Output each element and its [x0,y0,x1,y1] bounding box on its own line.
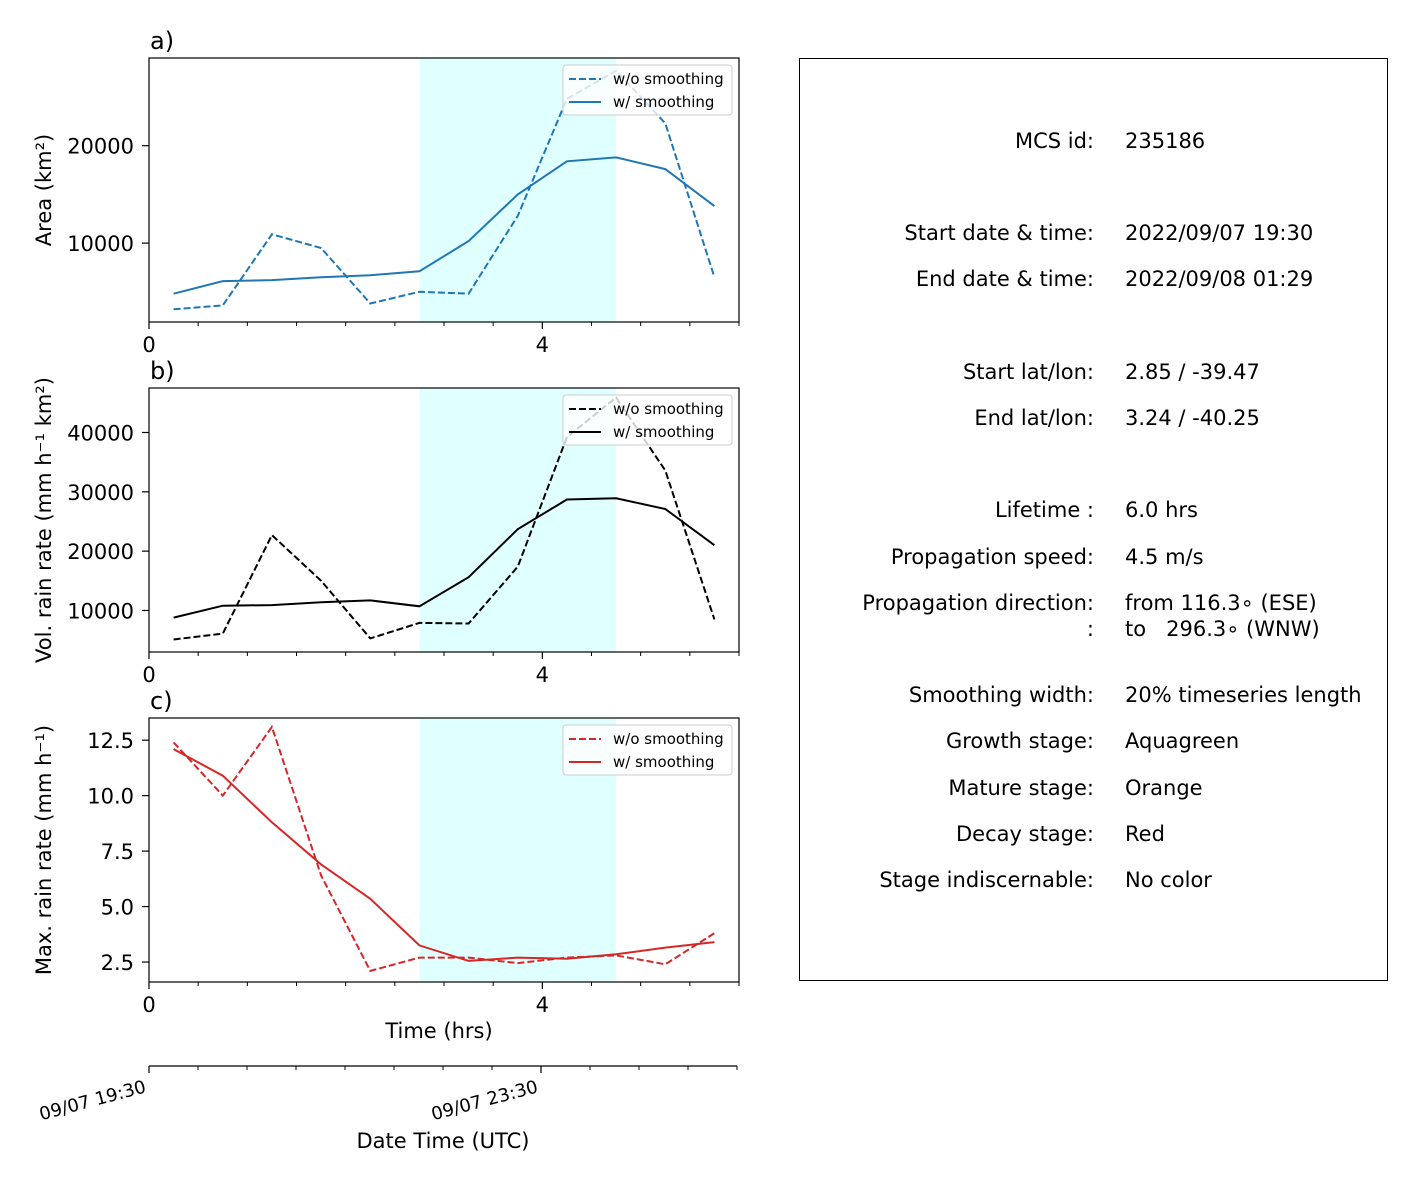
x-tick-label: 4 [536,993,549,1017]
legend-box [562,64,733,116]
y-tick-label: 12.5 [87,729,134,753]
legend-entry: w/o smoothing [613,70,724,88]
y-tick-label: 30000 [67,481,134,505]
y-tick-label: 40000 [67,421,134,445]
x-tick-label: 0 [142,993,155,1017]
legend-entry: w/o smoothing [613,730,724,748]
info-label: Start date & time: [904,221,1094,245]
info-value: No color [1125,868,1212,892]
date-axis-label: Date Time (UTC) [357,1129,530,1153]
info-label: Growth stage: [945,729,1094,753]
info-value: 2.85 / -39.47 [1125,360,1260,384]
info-value: Aquagreen [1125,729,1240,753]
info-label: End lat/lon: [974,406,1094,430]
legend: w/o smoothing w/ smoothing [562,64,733,116]
series-line-with-smoothing [173,156,716,295]
date-tick-label: 09/07 19:30 [37,1077,148,1126]
legend-entry: w/o smoothing [613,400,724,418]
panel-label: a) [150,27,174,55]
legend-entry: w/ smoothing [613,753,714,771]
info-value: 2022/09/08 01:29 [1125,267,1314,291]
info-label: Smoothing width: [908,683,1094,707]
info-value: 3.24 / -40.25 [1125,406,1260,430]
legend-box [562,394,733,446]
info-label: Stage indiscernable: [879,868,1094,892]
info-label: Propagation speed: [890,545,1094,569]
info-value: from 116.3∘ (ESE) [1125,591,1317,615]
chart-panel-a: a) 0 4 10000 20000 Area (km²) w/o smoothing w/ … [32,27,740,357]
x-tick-label: 0 [142,663,155,687]
info-value: Red [1125,822,1165,846]
info-label: Decay stage: [956,822,1094,846]
y-tick-label: 10.0 [87,785,134,809]
chart-panel-c: c) 0 4 2.5 5.0 7.5 10.0 12.5 Max. rain rate (mm … [32,687,740,1043]
y-tick-label: 20000 [67,540,134,564]
x-tick-label: 0 [142,333,155,357]
chart-panel-b: b) 0 4 10000 20000 30000 40000 Vol. rain rate (… [32,357,740,687]
series-line-with-smoothing [173,748,715,962]
series-line-without-smoothing [172,724,715,973]
legend-entry: w/ smoothing [613,423,714,441]
y-tick-label: 5.0 [101,896,134,920]
y-tick-label: 20000 [67,135,134,159]
info-label: : [1086,617,1094,641]
series-line-without-smoothing [173,69,716,311]
y-tick-label: 10000 [67,232,134,256]
info-value: 235186 [1125,129,1206,153]
legend: w/o smoothing w/ smoothing [562,724,733,776]
y-tick-label: 10000 [67,599,134,623]
info-label: Mature stage: [948,776,1094,800]
info-value: 4.5 m/s [1125,545,1204,569]
y-tick-label: 2.5 [101,951,134,975]
legend-box [562,724,733,776]
info-value: to 296.3∘ (WNW) [1125,617,1320,641]
x-tick-label: 4 [536,663,549,687]
legend: w/o smoothing w/ smoothing [562,394,733,446]
info-value: 20% timeseries length [1125,683,1362,707]
info-value: Orange [1125,776,1203,800]
legend-entry: w/ smoothing [613,93,714,111]
series-line-with-smoothing [173,497,715,619]
info-label: Propagation direction: [862,591,1094,615]
date-tick-label: 09/07 23:30 [429,1077,540,1126]
info-label: Lifetime : [994,498,1094,522]
y-axis-label: Max. rain rate (mm h⁻¹) [32,725,56,975]
info-label: MCS id: [1014,129,1094,153]
panel-label: c) [150,687,173,715]
y-tick-label: 7.5 [101,840,134,864]
y-axis-label: Area (km²) [32,134,56,246]
info-value: 2022/09/07 19:30 [1125,221,1314,245]
panel-label: b) [150,357,175,385]
info-panel: MCS id: 235186 Start date & time: 2022/09/0… [799,58,1388,981]
x-tick-label: 4 [536,333,549,357]
info-label: End date & time: [915,267,1094,291]
date-time-axis: 09/07 19:30 09/07 23:30 Date Time (UTC) [37,1065,738,1153]
info-label: Start lat/lon: [962,360,1094,384]
y-axis-label: Vol. rain rate (mm h⁻¹ km²) [32,377,56,663]
info-value: 6.0 hrs [1125,498,1198,522]
x-axis-label: Time (hrs) [384,1019,492,1043]
